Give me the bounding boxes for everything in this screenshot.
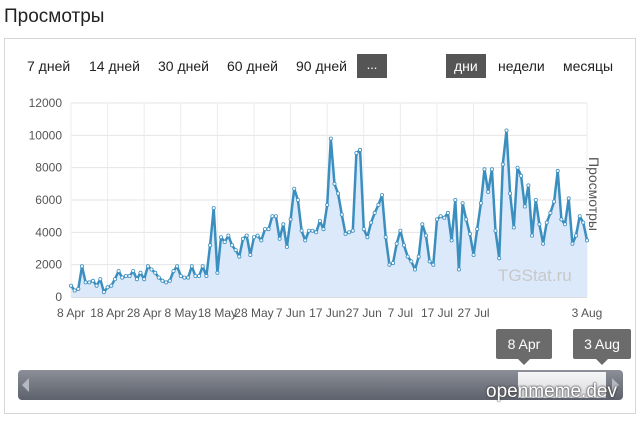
range-60-days-button[interactable]: 60 дней xyxy=(227,58,278,74)
granularity-weeks-button[interactable]: недели xyxy=(498,58,545,74)
range-90-days-button[interactable]: 90 дней xyxy=(296,58,347,74)
navigator-to-label: 3 Aug xyxy=(573,329,631,365)
tgstat-watermark: TGStat.ru xyxy=(498,266,572,285)
range-7-days-button[interactable]: 7 дней xyxy=(27,58,71,74)
navigator-right-arrow-icon[interactable] xyxy=(612,378,619,392)
chart-panel xyxy=(4,38,636,414)
navigator-from-label: 8 Apr xyxy=(496,329,552,365)
range-30-days-button[interactable]: 30 дней xyxy=(158,58,209,74)
navigator-left-arrow-icon[interactable] xyxy=(22,378,29,392)
page-title: Просмотры xyxy=(4,6,105,27)
navigator-selection-handle[interactable] xyxy=(518,372,606,398)
range-navigator[interactable] xyxy=(18,370,623,400)
granularity-days-button[interactable]: дни xyxy=(446,54,486,78)
more-ranges-button[interactable]: ... xyxy=(357,54,387,78)
granularity-months-button[interactable]: месяцы xyxy=(563,58,614,74)
y-axis-label: Просмотры xyxy=(586,157,602,231)
openmeme-watermark: openmeme.dev xyxy=(486,381,617,402)
range-14-days-button[interactable]: 14 дней xyxy=(89,58,140,74)
